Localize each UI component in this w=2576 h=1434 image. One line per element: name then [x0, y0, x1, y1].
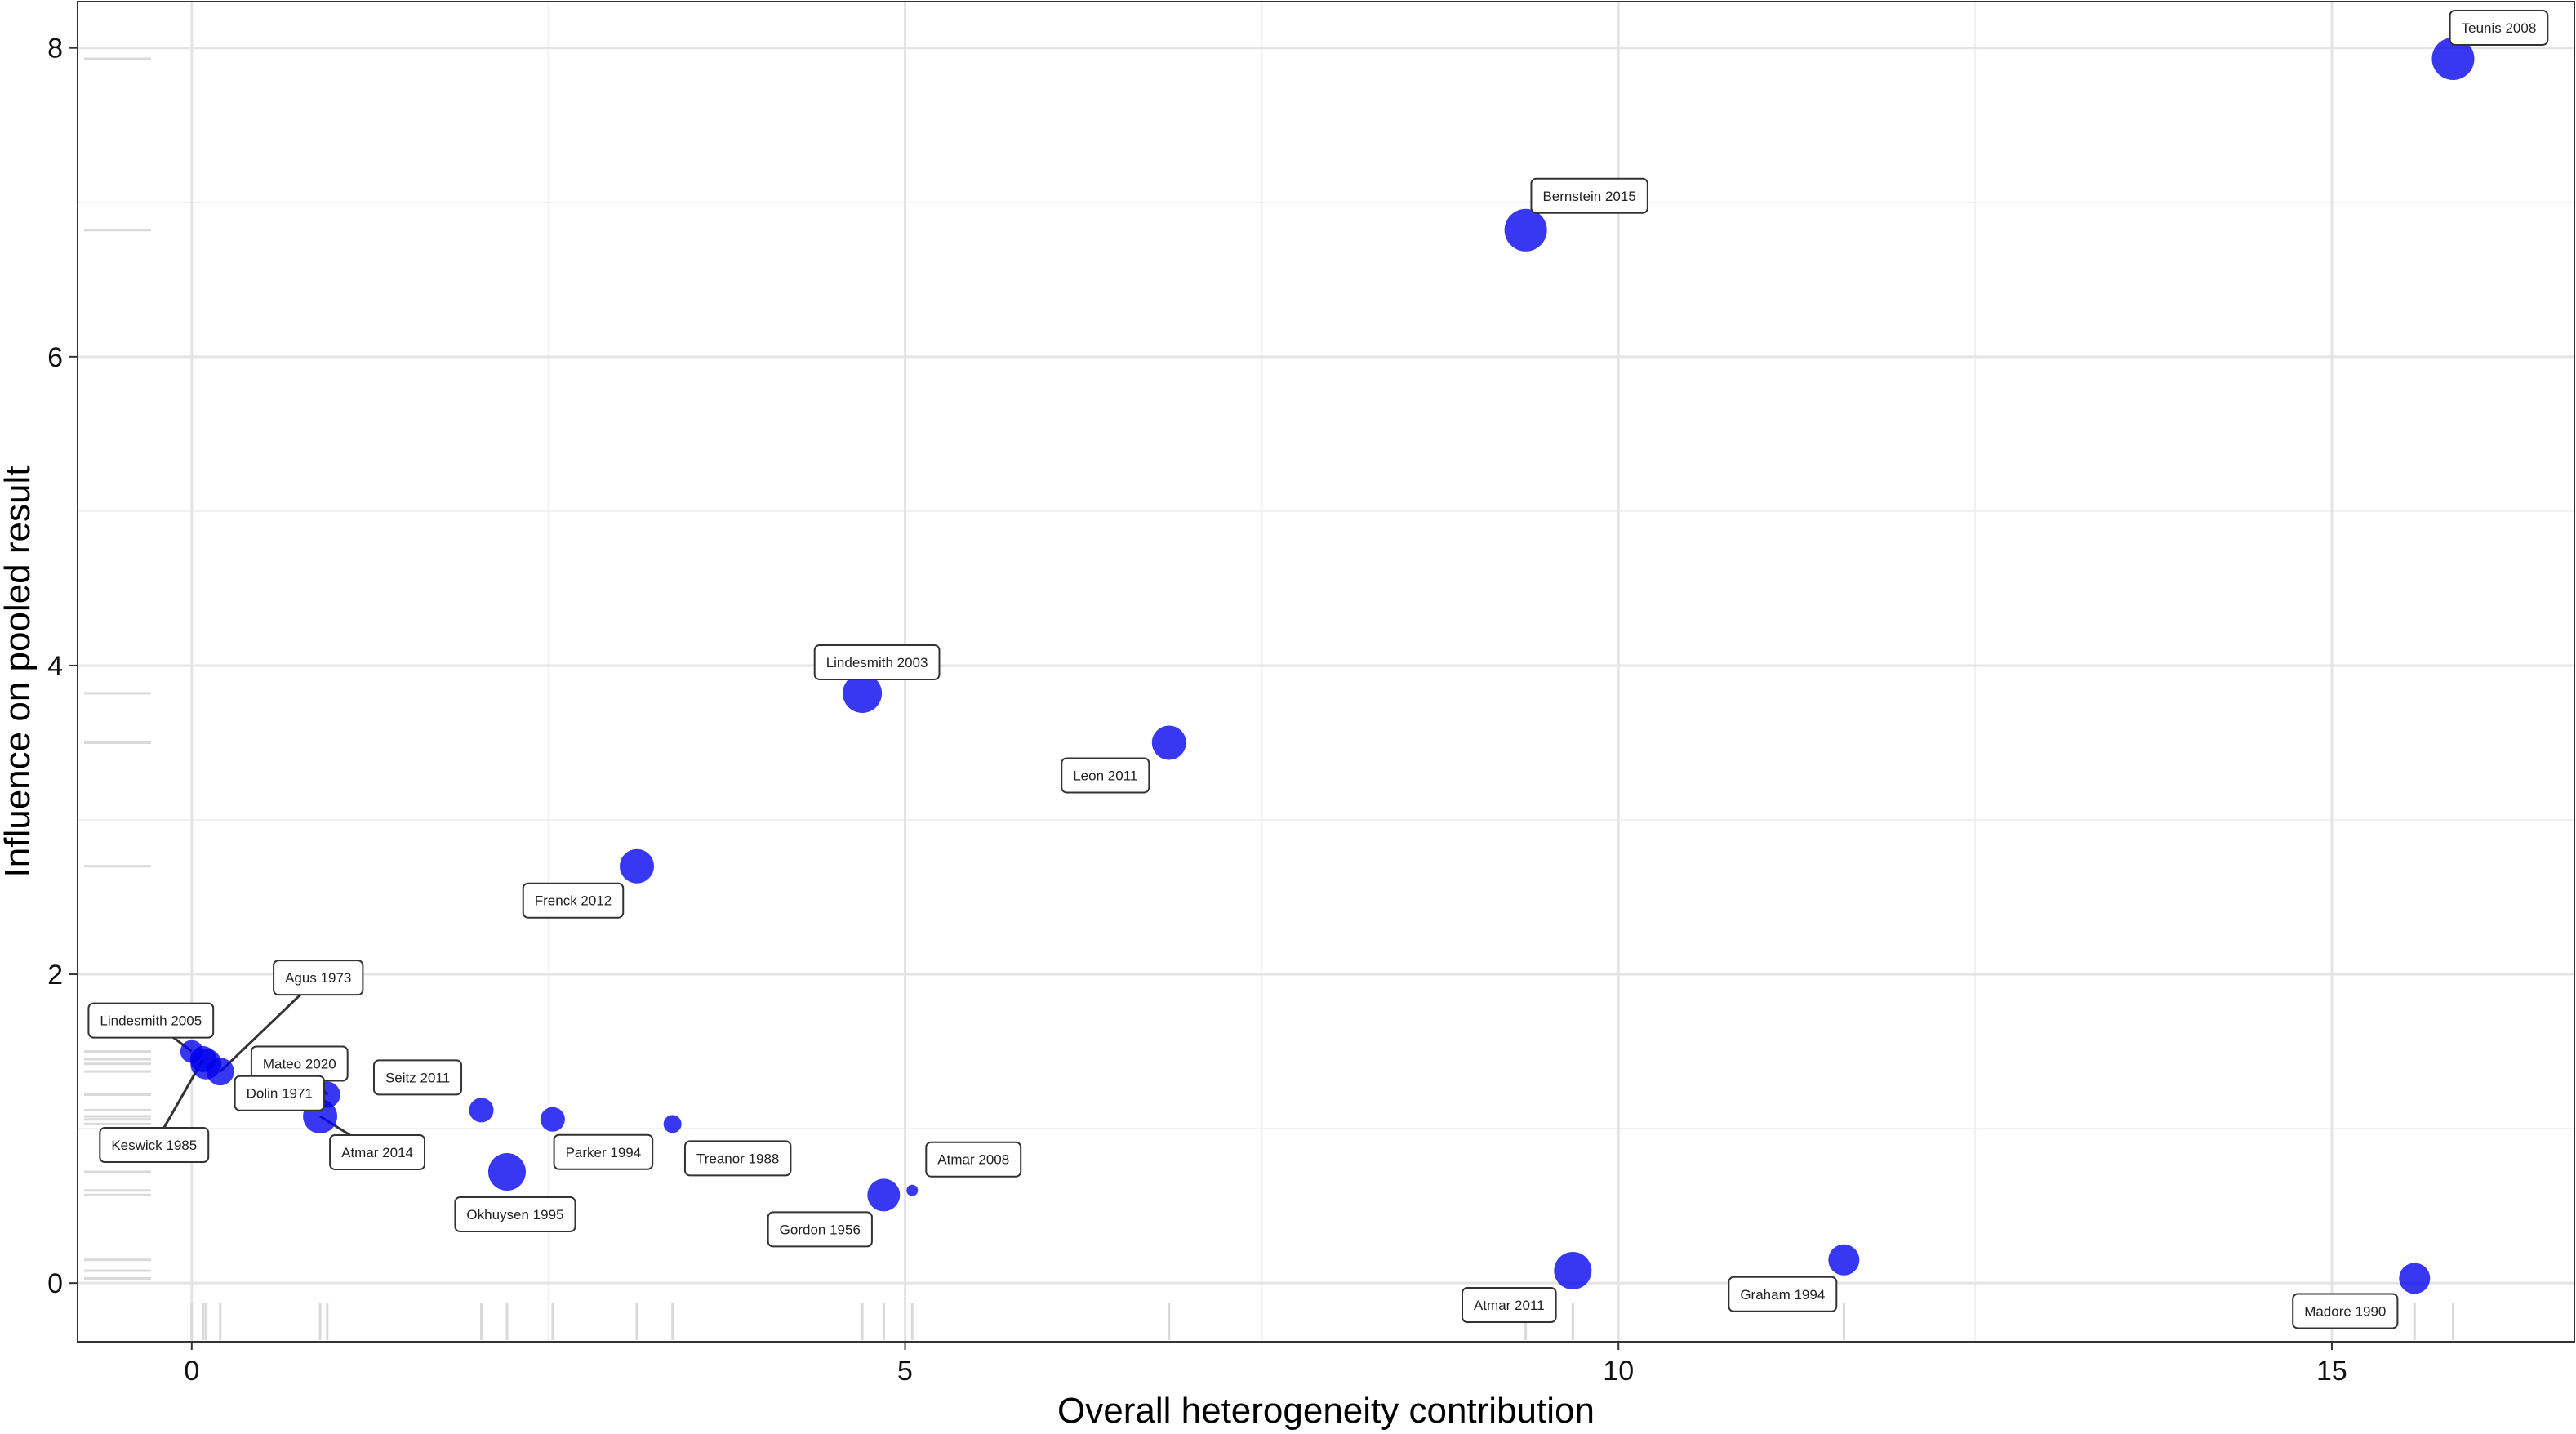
y-tick-label: 2	[47, 960, 63, 991]
y-tick-label: 0	[47, 1268, 63, 1299]
point-label-box	[1461, 1287, 1557, 1324]
x-tick-label: 0	[184, 1356, 199, 1387]
point-label: Atmar 2008	[925, 1141, 1022, 1178]
point-label-text: Leon 2011	[1073, 768, 1137, 783]
data-point	[1554, 1252, 1592, 1290]
point-label: Okhuysen 1995	[454, 1196, 576, 1233]
point-label-box	[1530, 177, 1648, 214]
point-label-box	[553, 1133, 654, 1170]
point-label-text: Frenck 2012	[535, 893, 612, 909]
point-label: Leon 2011	[1061, 757, 1150, 794]
point-label-text: Okhuysen 1995	[466, 1207, 563, 1222]
point-label-box	[2449, 9, 2549, 46]
data-point	[1828, 1244, 1860, 1276]
x-tick-label: 10	[1603, 1356, 1634, 1387]
point-label-box	[1061, 757, 1150, 794]
point-label-box	[522, 882, 625, 919]
point-label-text: Atmar 2014	[341, 1145, 413, 1160]
point-label-text: Teunis 2008	[2462, 20, 2537, 36]
point-label: Treanor 1988	[683, 1140, 792, 1177]
point-label-text: Seitz 2011	[385, 1070, 450, 1085]
point-label-text: Atmar 2008	[937, 1152, 1009, 1168]
y-tick-label: 4	[47, 651, 63, 682]
point-label-text: Madore 1990	[2304, 1303, 2386, 1319]
point-label: Lindesmith 2003	[813, 644, 941, 680]
y-axis-title: Influence on pooled result	[0, 466, 38, 878]
point-label: Bernstein 2015	[1530, 177, 1648, 214]
point-label-box	[925, 1141, 1022, 1178]
point-label: Atmar 2014	[329, 1133, 426, 1170]
x-axis-title: Overall heterogeneity contribution	[1057, 1391, 1595, 1431]
point-label: Madore 1990	[2292, 1293, 2399, 1329]
point-label-text: Gordon 1956	[780, 1222, 861, 1237]
point-label: Atmar 2011	[1461, 1287, 1557, 1324]
data-point	[1504, 208, 1547, 252]
point-label-text: Keswick 1985	[111, 1138, 197, 1153]
point-label-box	[454, 1196, 576, 1233]
point-label-text: Dolin 1971	[247, 1086, 313, 1102]
data-point	[189, 1046, 216, 1073]
point-label-box	[87, 1002, 215, 1039]
data-point	[2399, 1263, 2431, 1294]
point-label: Gordon 1956	[767, 1211, 873, 1248]
point-label: Lindesmith 2005	[87, 1002, 215, 1039]
x-axis-ticks: 0 5 10 15	[184, 1342, 2347, 1387]
point-label: Dolin 1971	[234, 1075, 325, 1111]
point-label-text: Lindesmith 2005	[100, 1013, 202, 1029]
point-label-box	[767, 1211, 873, 1248]
point-label-box	[99, 1127, 210, 1164]
data-points	[180, 37, 2475, 1294]
y-tick-label: 8	[47, 33, 63, 65]
point-label: Seitz 2011	[372, 1059, 463, 1096]
point-label: Graham 1994	[1728, 1276, 1838, 1312]
data-point	[2431, 37, 2475, 80]
point-label: Frenck 2012	[522, 882, 625, 919]
data-point	[540, 1107, 565, 1132]
major-grid	[78, 2, 2574, 1342]
point-label-box	[329, 1133, 426, 1170]
y-axis-ticks: 0 2 4 6 8	[47, 33, 78, 1299]
point-label: Agus 1973	[273, 960, 364, 996]
point-label-box	[1728, 1276, 1838, 1312]
y-tick-label: 6	[47, 342, 63, 373]
point-label-text: Agus 1973	[285, 970, 351, 986]
point-label-box	[372, 1059, 463, 1096]
point-label-text: Treanor 1988	[696, 1151, 779, 1166]
rug-marks	[84, 57, 2454, 1340]
point-label-text: Lindesmith 2003	[826, 655, 928, 670]
point-label: Parker 1994	[553, 1133, 654, 1170]
x-tick-label: 5	[897, 1356, 913, 1387]
point-label: Teunis 2008	[2449, 9, 2549, 46]
point-label: Mateo 2020	[250, 1045, 349, 1082]
point-label-text: Atmar 2011	[1474, 1298, 1545, 1313]
data-point	[843, 673, 883, 713]
point-label: Keswick 1985	[99, 1127, 210, 1164]
minor-grid	[78, 2, 2574, 1342]
data-point	[619, 848, 654, 884]
point-label-box	[234, 1075, 325, 1111]
data-point	[469, 1098, 494, 1123]
data-point	[1151, 725, 1186, 760]
point-label-text: Bernstein 2015	[1542, 189, 1635, 204]
data-point	[906, 1184, 919, 1196]
point-label-text: Parker 1994	[566, 1145, 642, 1160]
x-tick-label: 15	[2316, 1356, 2347, 1387]
point-label-box	[2292, 1293, 2399, 1329]
point-label-box	[273, 960, 364, 996]
point-labels: Teunis 2008 Bernstein 2015 Lindesmith 2003…	[87, 9, 2549, 1329]
point-label-text: Graham 1994	[1740, 1287, 1825, 1303]
point-label-text: Mateo 2020	[263, 1057, 336, 1072]
panel-border	[77, 1, 2575, 1343]
data-point	[663, 1115, 682, 1133]
data-point	[867, 1178, 901, 1212]
point-label-box	[813, 644, 941, 680]
point-label-box	[683, 1140, 792, 1177]
data-point	[487, 1153, 526, 1191]
